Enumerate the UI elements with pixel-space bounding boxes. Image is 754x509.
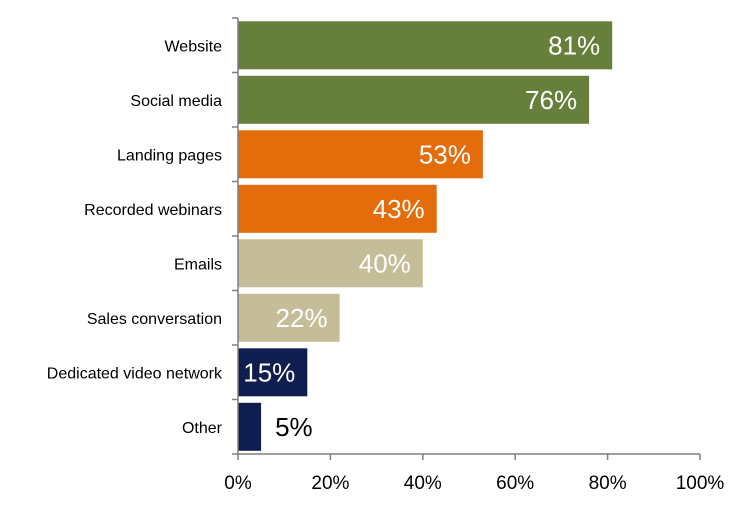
bar <box>238 21 613 70</box>
category-label: Sales conversation <box>87 311 222 328</box>
value-labels: 81% 76% 53% 43% 40% 22% 15% 5% <box>243 30 600 442</box>
bars-group <box>238 21 613 451</box>
bar <box>238 184 437 233</box>
category-label: Other <box>182 420 223 437</box>
x-tick-label: 60% <box>496 473 534 494</box>
data-label: 5% <box>275 412 313 442</box>
category-label: Landing pages <box>117 147 222 164</box>
category-label: Recorded webinars <box>84 202 222 219</box>
data-label: 43% <box>373 194 425 224</box>
data-label: 40% <box>359 248 411 278</box>
data-label: 76% <box>525 85 577 115</box>
bar <box>238 402 262 451</box>
data-label: 22% <box>276 303 328 333</box>
x-tick-label: 40% <box>404 473 442 494</box>
bar <box>238 75 590 124</box>
x-tick-label: 0% <box>224 473 252 494</box>
bar <box>238 130 483 179</box>
category-label: Website <box>164 38 222 55</box>
x-axis-ticks <box>237 454 701 460</box>
category-labels: Website Social media Landing pages Recorded… <box>47 38 223 437</box>
x-tick-label: 80% <box>589 473 627 494</box>
category-label: Emails <box>174 256 222 273</box>
y-axis-ticks <box>232 17 238 455</box>
data-label: 81% <box>548 30 600 60</box>
category-label: Dedicated video network <box>47 365 223 382</box>
data-label: 15% <box>243 357 295 387</box>
bar <box>238 293 340 342</box>
x-tick-labels: 0% 20% 40% 60% 80% 100% <box>224 473 724 494</box>
x-tick-label: 100% <box>676 473 725 494</box>
data-label: 53% <box>419 139 471 169</box>
bar <box>238 348 308 397</box>
bar <box>238 239 423 288</box>
category-label: Social media <box>130 93 222 110</box>
x-tick-label: 20% <box>311 473 349 494</box>
